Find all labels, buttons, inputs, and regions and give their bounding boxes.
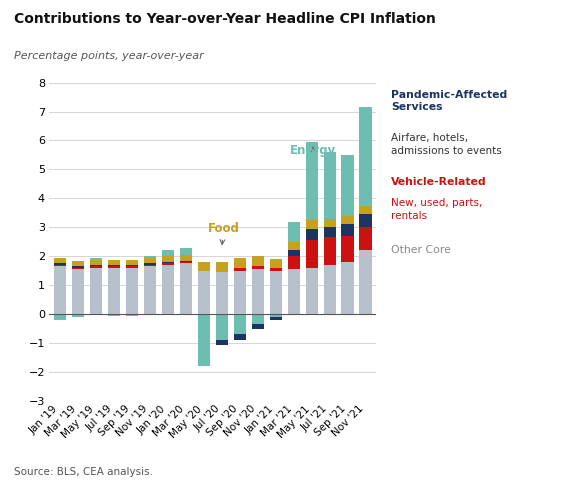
Bar bbox=[324, 265, 336, 314]
Text: Percentage points, year-over-year: Percentage points, year-over-year bbox=[14, 51, 204, 61]
Bar bbox=[126, 266, 138, 268]
Bar bbox=[215, 272, 228, 314]
Bar bbox=[179, 262, 192, 263]
Bar bbox=[288, 256, 300, 269]
Bar bbox=[126, 260, 138, 265]
Bar bbox=[108, 260, 120, 265]
Bar bbox=[72, 266, 84, 268]
Bar bbox=[72, 314, 84, 317]
Bar bbox=[162, 250, 174, 256]
Bar bbox=[234, 334, 246, 340]
Bar bbox=[234, 314, 246, 334]
Bar bbox=[342, 155, 354, 216]
Bar bbox=[72, 260, 84, 266]
Bar bbox=[306, 229, 318, 241]
Bar bbox=[108, 266, 120, 268]
Bar bbox=[342, 236, 354, 262]
Bar bbox=[215, 314, 228, 340]
Bar bbox=[360, 214, 372, 227]
Bar bbox=[90, 260, 102, 265]
Bar bbox=[179, 247, 192, 255]
Bar bbox=[270, 271, 282, 314]
Bar bbox=[144, 263, 156, 265]
Bar bbox=[306, 220, 318, 229]
Bar bbox=[179, 255, 192, 260]
Bar bbox=[144, 256, 156, 258]
Bar bbox=[90, 265, 102, 266]
Bar bbox=[54, 265, 66, 266]
Bar bbox=[360, 206, 372, 214]
Bar bbox=[179, 260, 192, 262]
Bar bbox=[306, 241, 318, 268]
Bar bbox=[324, 227, 336, 238]
Bar bbox=[360, 227, 372, 250]
Bar bbox=[252, 266, 264, 269]
Bar bbox=[108, 268, 120, 314]
Bar bbox=[234, 268, 246, 271]
Bar bbox=[197, 262, 210, 271]
Bar bbox=[197, 271, 210, 314]
Bar bbox=[360, 250, 372, 314]
Bar bbox=[215, 340, 228, 346]
Bar bbox=[90, 268, 102, 314]
Bar bbox=[288, 222, 300, 242]
Bar bbox=[90, 266, 102, 268]
Bar bbox=[324, 152, 336, 219]
Text: Pandemic-Affected
Services: Pandemic-Affected Services bbox=[391, 90, 507, 112]
Bar bbox=[54, 266, 66, 314]
Bar bbox=[324, 238, 336, 265]
Bar bbox=[72, 268, 84, 269]
Bar bbox=[306, 142, 318, 220]
Text: Energy: Energy bbox=[290, 143, 336, 156]
Bar bbox=[162, 265, 174, 314]
Bar bbox=[144, 258, 156, 263]
Bar bbox=[162, 256, 174, 262]
Bar bbox=[252, 256, 264, 266]
Bar bbox=[126, 265, 138, 266]
Bar bbox=[126, 314, 138, 315]
Bar bbox=[108, 265, 120, 266]
Bar bbox=[360, 107, 372, 206]
Bar bbox=[72, 269, 84, 314]
Bar bbox=[306, 268, 318, 314]
Text: New, used, parts,
rentals: New, used, parts, rentals bbox=[391, 198, 482, 221]
Bar bbox=[288, 242, 300, 250]
Bar bbox=[179, 263, 192, 314]
Bar bbox=[54, 314, 66, 320]
Bar bbox=[342, 262, 354, 314]
Bar bbox=[197, 314, 210, 366]
Bar bbox=[288, 269, 300, 314]
Bar bbox=[162, 262, 174, 263]
Text: Airfare, hotels,
admissions to events: Airfare, hotels, admissions to events bbox=[391, 133, 501, 156]
Bar bbox=[144, 266, 156, 314]
Bar bbox=[54, 258, 66, 263]
Bar bbox=[288, 250, 300, 256]
Text: Food: Food bbox=[207, 222, 239, 244]
Bar bbox=[270, 314, 282, 317]
Bar bbox=[270, 317, 282, 320]
Bar bbox=[162, 263, 174, 265]
Bar bbox=[54, 263, 66, 265]
Bar bbox=[108, 314, 120, 315]
Bar bbox=[342, 225, 354, 236]
Bar bbox=[252, 269, 264, 314]
Bar bbox=[252, 314, 264, 324]
Text: Other Core: Other Core bbox=[391, 245, 450, 256]
Bar bbox=[126, 268, 138, 314]
Bar bbox=[270, 259, 282, 268]
Bar bbox=[234, 271, 246, 314]
Bar bbox=[144, 265, 156, 266]
Bar bbox=[252, 324, 264, 329]
Text: Contributions to Year-over-Year Headline CPI Inflation: Contributions to Year-over-Year Headline… bbox=[14, 12, 437, 26]
Bar bbox=[234, 258, 246, 268]
Text: Source: BLS, CEA analysis.: Source: BLS, CEA analysis. bbox=[14, 467, 153, 477]
Bar bbox=[270, 268, 282, 271]
Bar bbox=[215, 262, 228, 272]
Text: Vehicle-Related: Vehicle-Related bbox=[391, 177, 486, 188]
Bar bbox=[90, 258, 102, 260]
Bar bbox=[324, 219, 336, 227]
Bar bbox=[342, 216, 354, 225]
